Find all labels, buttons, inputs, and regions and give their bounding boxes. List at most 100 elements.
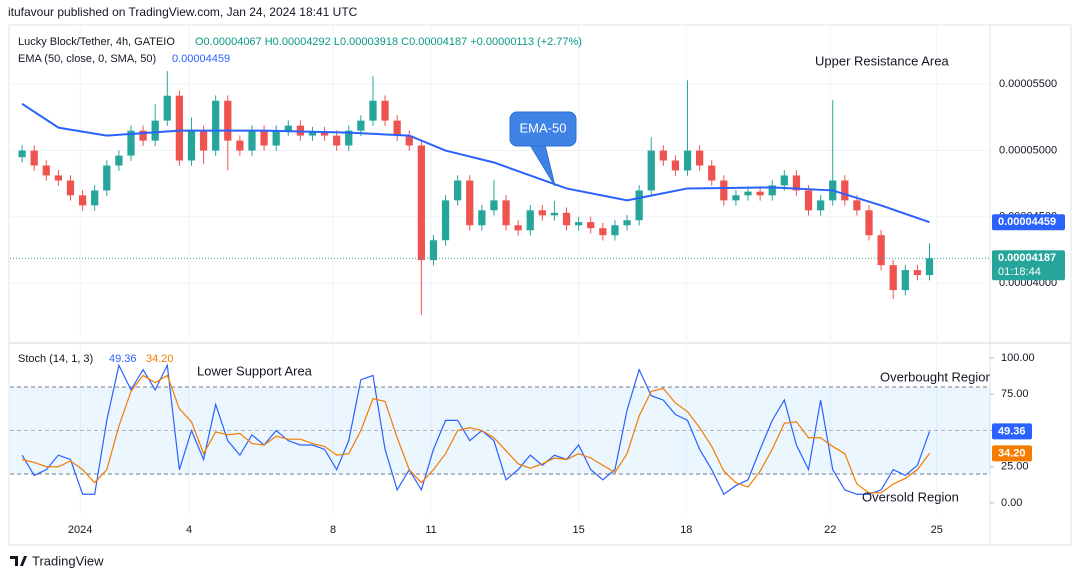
- candle-body: [575, 222, 583, 226]
- candle-body: [865, 210, 873, 236]
- candle-body: [647, 150, 655, 191]
- candle-body: [151, 120, 159, 141]
- candle-body: [66, 180, 75, 196]
- candle-body: [514, 225, 522, 231]
- stoch-legend-value: 34.20: [146, 353, 174, 365]
- y-tick-label: 0.00005500: [999, 78, 1057, 90]
- candle-body: [381, 100, 389, 121]
- candle-body: [792, 175, 801, 191]
- y-tick-label: 25.00: [1001, 461, 1029, 473]
- candle-body: [490, 200, 498, 211]
- candle-body: [913, 270, 922, 276]
- x-tick-label: 8: [330, 524, 336, 536]
- stoch-marker-box: [992, 423, 1032, 440]
- candle-body: [502, 200, 510, 226]
- candle-body: [284, 125, 292, 131]
- candle-body: [187, 130, 196, 161]
- candle-body: [466, 180, 474, 226]
- x-tick-label: 2024: [68, 524, 92, 536]
- x-tick-label: 4: [186, 524, 192, 536]
- stoch-marker-text: 34.20: [998, 447, 1026, 459]
- candle-body: [441, 200, 450, 241]
- candle-body: [236, 140, 244, 151]
- candle-body: [841, 180, 849, 201]
- countdown: 01:18:44: [998, 266, 1041, 278]
- candle-body: [393, 120, 401, 136]
- chart-title: Lucky Block/Tether, 4h, GATEIO: [18, 36, 175, 48]
- candle-body: [526, 210, 534, 231]
- candle-body: [877, 235, 885, 266]
- candle-body: [212, 100, 220, 151]
- x-tick-label: 15: [573, 524, 585, 536]
- candle-body: [115, 155, 123, 166]
- candle-body: [708, 165, 716, 181]
- candle-body: [175, 95, 184, 161]
- publish-header: itufavour published on TradingView.com, …: [8, 5, 358, 19]
- price-marker-box: [992, 250, 1065, 281]
- candle-body: [550, 212, 559, 216]
- price-marker-text: 0.00004187: [998, 252, 1056, 264]
- candle-body: [538, 210, 546, 216]
- ema-line: [21, 102, 930, 224]
- candle-body: [853, 200, 861, 211]
- candle-body: [478, 210, 486, 226]
- candle-body: [659, 150, 667, 161]
- candle-body: [18, 150, 26, 158]
- annotation: Oversold Region: [862, 489, 959, 504]
- candle-body: [599, 228, 607, 236]
- candle-body: [417, 145, 425, 261]
- candle-body: [345, 130, 353, 146]
- candle-body: [454, 180, 462, 201]
- candle-body: [683, 150, 692, 171]
- candle-body: [199, 130, 208, 151]
- footer-brand: TradingView: [32, 553, 104, 568]
- candle-body: [816, 200, 825, 211]
- candle-body: [429, 240, 438, 261]
- y-tick-label: 0.00: [1001, 497, 1022, 509]
- annotation: Lower Support Area: [197, 363, 313, 378]
- candle-body: [611, 225, 619, 236]
- candle-body: [889, 265, 897, 291]
- candle-body: [139, 130, 147, 141]
- x-tick-label: 25: [931, 524, 943, 536]
- stoch-line: [21, 363, 931, 496]
- candle-body: [804, 190, 813, 211]
- candle-body: [405, 135, 413, 146]
- candle-body: [91, 190, 99, 206]
- x-tick-label: 18: [680, 524, 692, 536]
- candle-body: [357, 120, 365, 131]
- y-tick-label: 0.00005000: [999, 144, 1057, 156]
- stoch-marker-text: 49.36: [998, 425, 1026, 437]
- footer-logo: [10, 556, 27, 566]
- candle-body: [562, 212, 571, 226]
- callout-box: [509, 111, 577, 147]
- ema-legend-value: 0.00004459: [172, 53, 230, 65]
- candle-body: [696, 150, 704, 166]
- candle-body: [224, 100, 232, 141]
- annotation: EMA-50: [520, 120, 567, 135]
- frame: [8, 24, 1072, 546]
- candle-body: [768, 185, 776, 196]
- candle-body: [103, 165, 111, 191]
- ema-marker-text: 0.00004459: [998, 216, 1056, 228]
- candle-body: [260, 130, 268, 146]
- candle-body: [30, 150, 38, 166]
- x-tick-label: 22: [824, 524, 836, 536]
- candle-body: [780, 175, 788, 186]
- candle-body: [623, 220, 631, 226]
- candles: [18, 71, 934, 315]
- stoch-legend-value: 49.36: [109, 353, 137, 365]
- y-tick-label: 75.00: [1001, 388, 1029, 400]
- ohlc-text: O0.00004067 H0.00004292 L0.00003918 C0.0…: [195, 36, 582, 48]
- stoch-marker-box: [992, 445, 1032, 462]
- candle-body: [42, 165, 50, 176]
- stoch-line: [21, 374, 930, 494]
- ema-marker-box: [992, 214, 1065, 231]
- candle-body: [333, 135, 341, 146]
- candle-body: [671, 160, 680, 171]
- candle-body: [744, 191, 752, 196]
- candle-body: [320, 132, 329, 136]
- candle-body: [925, 258, 934, 276]
